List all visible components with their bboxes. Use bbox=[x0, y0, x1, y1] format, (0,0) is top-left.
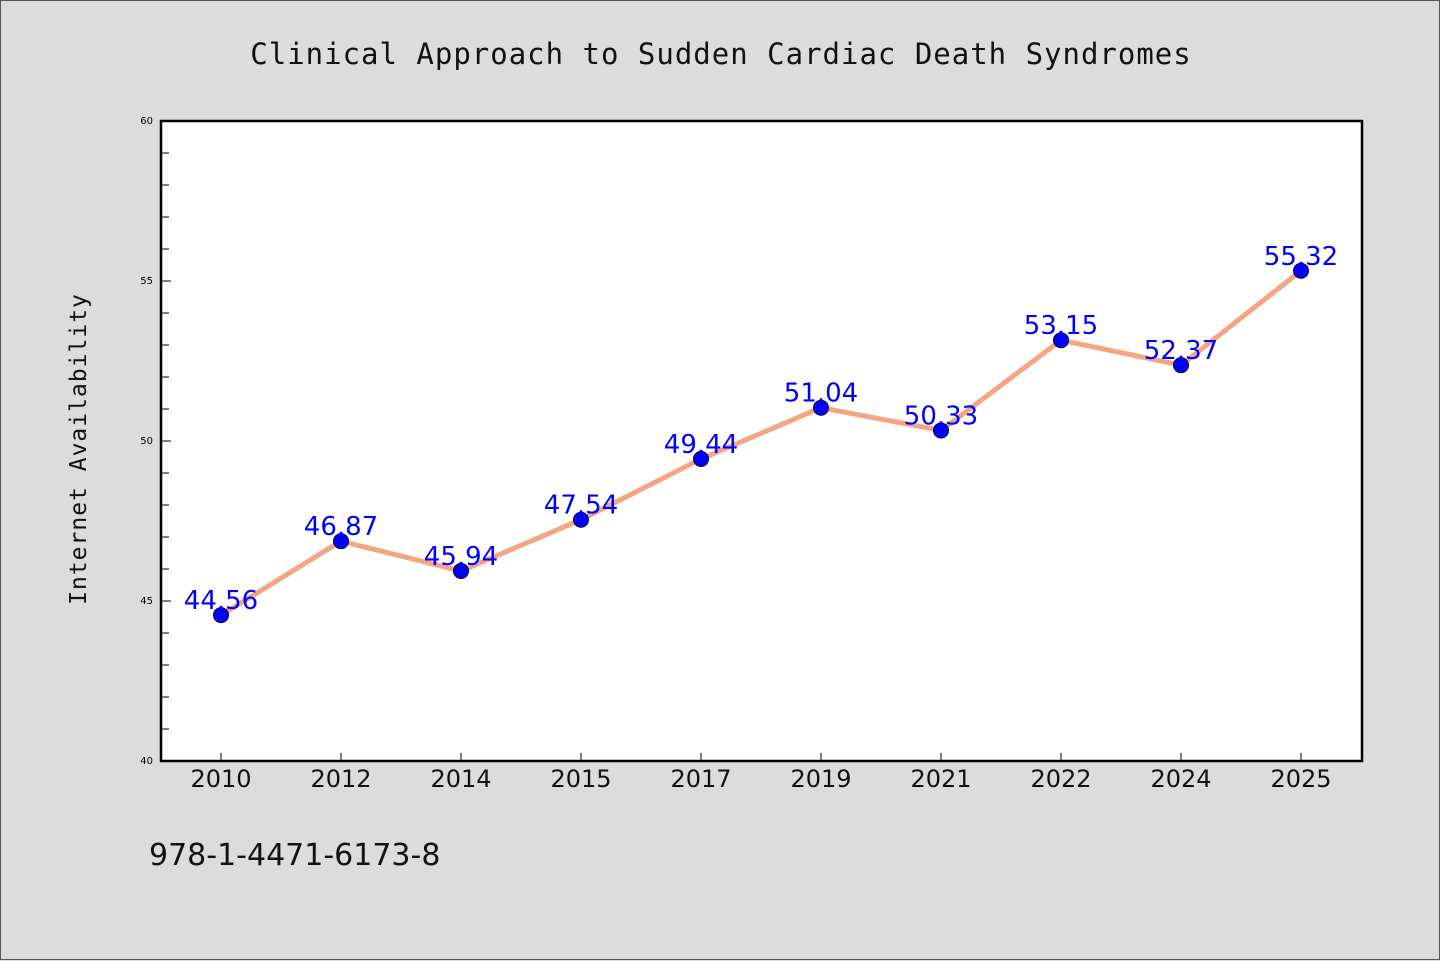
data-label: 47.54 bbox=[544, 491, 618, 521]
isbn-code: 978-1-4471-6173-8 bbox=[149, 838, 440, 873]
x-tick-label: 2024 bbox=[1150, 765, 1211, 793]
y-tick-label: 60 bbox=[140, 116, 153, 127]
data-label: 45.94 bbox=[424, 542, 498, 572]
x-tick-label: 2022 bbox=[1030, 765, 1091, 793]
y-tick-label: 55 bbox=[140, 276, 153, 287]
data-label: 46.87 bbox=[304, 512, 378, 542]
data-point-marker bbox=[813, 399, 829, 416]
x-tick-label: 2015 bbox=[550, 765, 611, 793]
x-tick-label: 2017 bbox=[670, 765, 731, 793]
y-tick-label: 50 bbox=[140, 436, 153, 447]
data-label: 53.15 bbox=[1024, 311, 1098, 341]
y-tick-label: 40 bbox=[140, 756, 153, 767]
x-tick-label: 2014 bbox=[430, 765, 491, 793]
series-line bbox=[218, 268, 1304, 618]
data-labels: 44.56 46.87 45.94 47.54 49.44 51.04 50.33 53.15… bbox=[184, 242, 1338, 616]
y-axis-label: Internet Availability bbox=[66, 293, 92, 605]
data-point-marker bbox=[693, 450, 709, 467]
data-point-marker bbox=[1173, 357, 1189, 374]
data-point-marker bbox=[333, 533, 349, 550]
data-label: 52.37 bbox=[1144, 336, 1218, 366]
data-point-marker bbox=[1293, 262, 1309, 279]
x-tick-label: 2025 bbox=[1270, 765, 1331, 793]
y-tick-label: 45 bbox=[140, 596, 153, 607]
data-point-marker bbox=[213, 607, 229, 624]
plot-area bbox=[159, 119, 1364, 763]
data-point-marker bbox=[573, 511, 589, 528]
data-series bbox=[213, 262, 1309, 624]
data-label: 50.33 bbox=[904, 401, 978, 431]
x-tick-label: 2012 bbox=[310, 765, 371, 793]
x-tick-label: 2019 bbox=[790, 765, 851, 793]
data-label: 51.04 bbox=[784, 379, 858, 409]
data-point-marker bbox=[453, 562, 469, 579]
data-label: 44.56 bbox=[184, 586, 258, 616]
x-axis: 2010 2012 2014 2015 2017 2019 2021 2022 2024 2025 bbox=[190, 753, 1332, 793]
data-point-marker bbox=[933, 422, 949, 439]
x-tick-label: 2010 bbox=[190, 765, 251, 793]
data-label: 49.44 bbox=[664, 430, 738, 460]
x-tick-label: 2021 bbox=[910, 765, 971, 793]
data-point-marker bbox=[1053, 332, 1069, 349]
data-label: 55.32 bbox=[1264, 242, 1338, 272]
y-axis: 40 45 50 55 60 bbox=[140, 116, 171, 767]
chart-title: Clinical Approach to Sudden Cardiac Deat… bbox=[250, 37, 1191, 71]
